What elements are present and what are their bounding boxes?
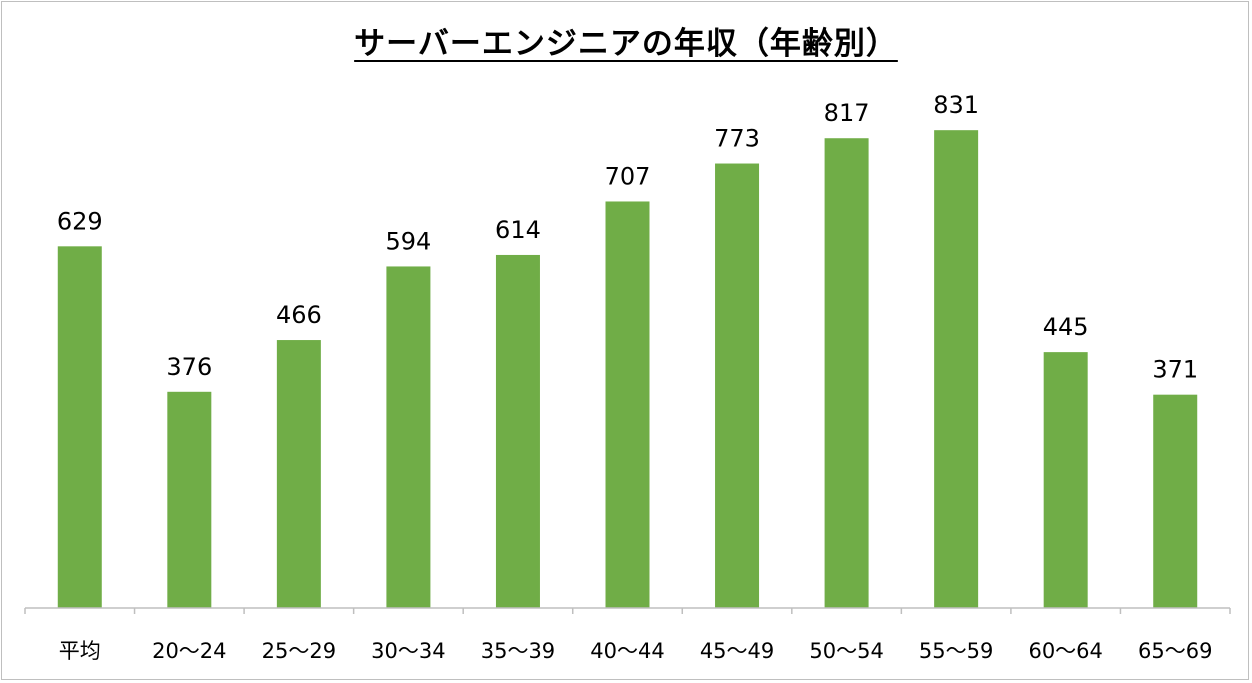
data-label: 773 — [714, 125, 760, 153]
x-tick-label: 平均 — [59, 639, 101, 663]
x-tick-label: 25〜29 — [262, 639, 336, 663]
data-label: 817 — [824, 99, 870, 127]
data-labels-group: 629 376 466 594 614 707 773 817 831 445 371 — [57, 91, 1198, 384]
bar — [934, 130, 979, 609]
data-label: 466 — [276, 301, 322, 329]
data-label: 614 — [495, 216, 541, 244]
bar — [605, 201, 650, 608]
data-label: 629 — [57, 207, 103, 235]
bars-group — [57, 130, 1198, 609]
x-tick-label: 60〜64 — [1028, 639, 1102, 663]
bar — [715, 163, 760, 608]
x-tick-label: 65〜69 — [1138, 639, 1212, 663]
bar — [386, 266, 431, 608]
x-tick-label: 55〜59 — [919, 639, 993, 663]
bar — [495, 254, 540, 608]
chart-title-text: サーバーエンジニアの年収（年齢別） — [354, 26, 898, 62]
data-label: 445 — [1043, 313, 1089, 341]
data-label: 376 — [166, 353, 212, 381]
x-axis-labels-group: 平均 20〜24 25〜29 30〜34 35〜39 40〜44 45〜49 50〜54 55〜… — [59, 639, 1213, 663]
x-tick-label: 50〜54 — [809, 639, 883, 663]
x-tick-label: 40〜44 — [590, 639, 664, 663]
x-axis-ticks-group — [24, 608, 1231, 614]
x-tick-label: 20〜24 — [152, 639, 226, 663]
bar — [167, 391, 212, 608]
x-tick-label: 30〜34 — [371, 639, 445, 663]
bar — [1043, 352, 1088, 608]
data-label: 707 — [605, 162, 651, 190]
bar — [276, 340, 321, 608]
bar — [824, 138, 869, 608]
chart-title: サーバーエンジニアの年収（年齢別） — [0, 18, 1252, 63]
data-label: 371 — [1152, 356, 1198, 384]
bar — [1153, 394, 1198, 608]
x-tick-label: 45〜49 — [700, 639, 774, 663]
data-label: 594 — [386, 227, 432, 255]
x-tick-label: 35〜39 — [481, 639, 555, 663]
bar — [57, 246, 102, 608]
data-label: 831 — [933, 91, 979, 119]
